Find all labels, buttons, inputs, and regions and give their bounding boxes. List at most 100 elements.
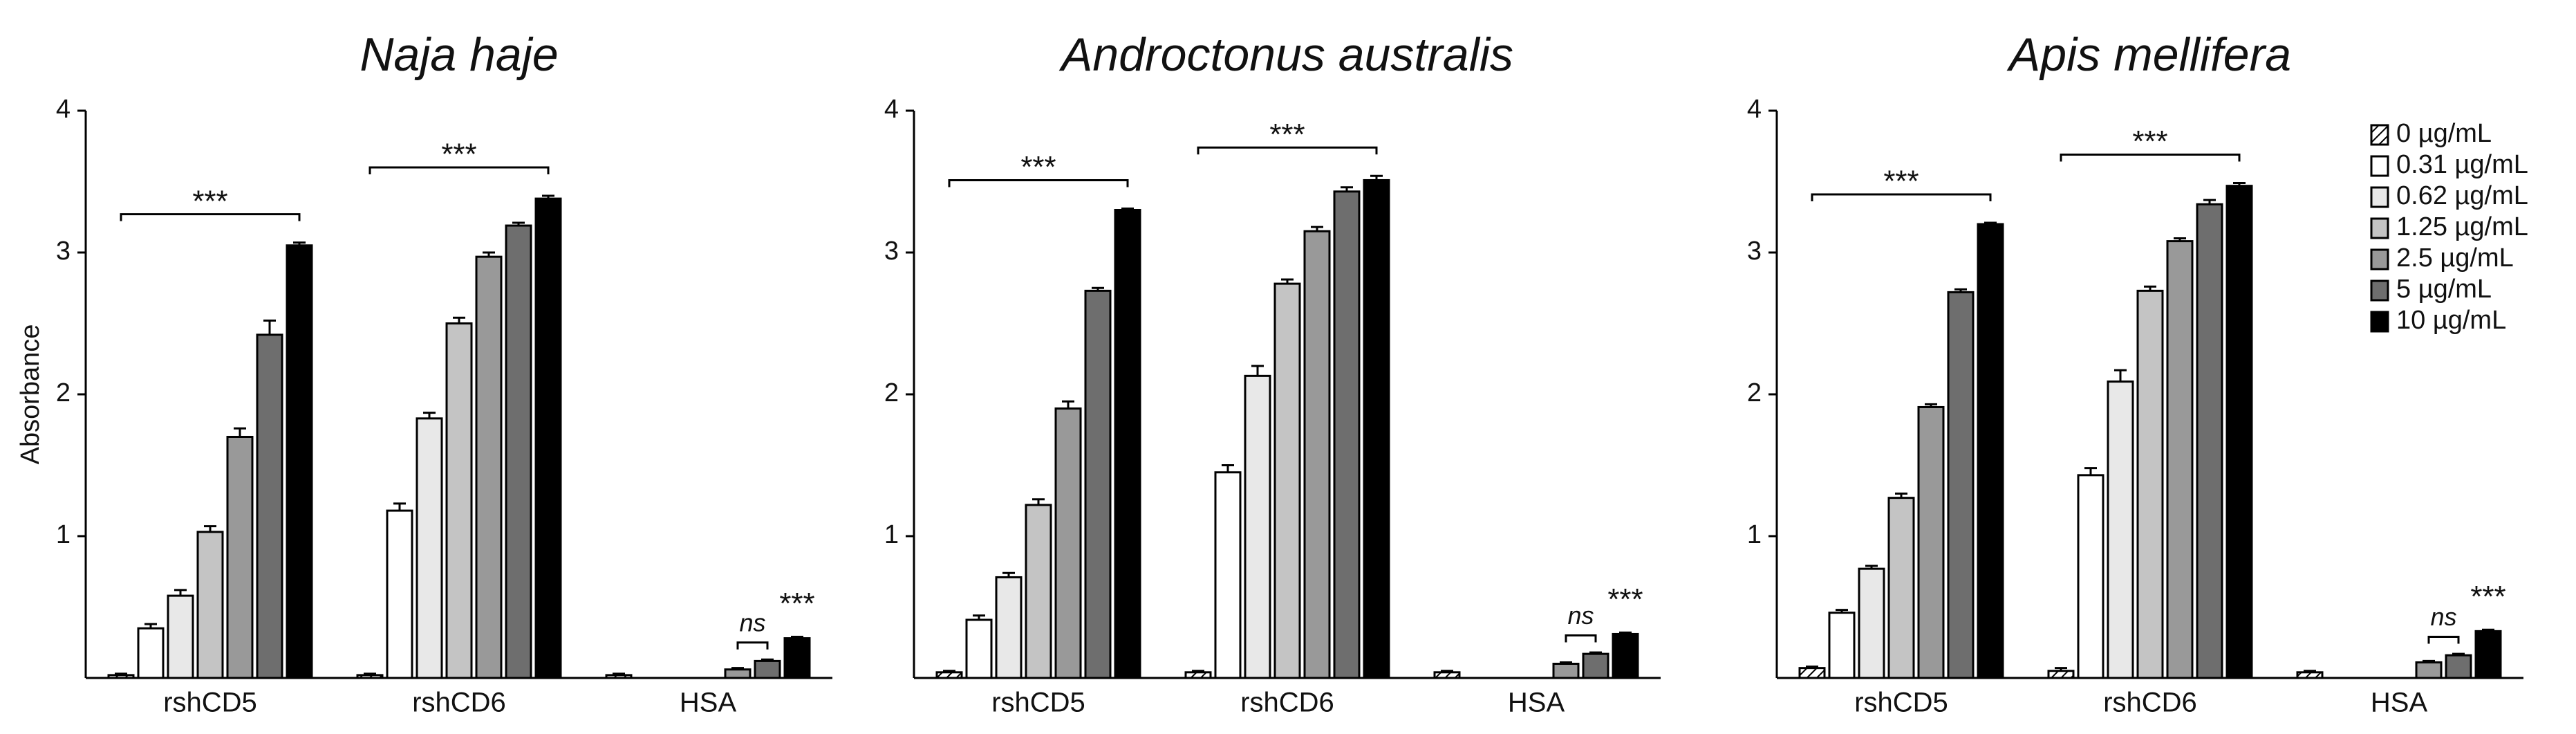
bar [505,224,532,679]
error-bar [1619,631,1632,634]
error-bar [263,319,276,335]
y-tick-label: 1 [56,520,71,549]
error-bar [1954,288,1967,293]
bar [1114,209,1141,679]
significance-label: *** [779,587,814,621]
significance-bracket [2427,636,2460,644]
error-bar [144,623,157,629]
significance-bracket [948,178,1129,187]
significance-label: ns [1567,601,1594,630]
error-bar [2084,467,2097,475]
bar [2474,630,2502,679]
bar [2296,671,2324,679]
error-bar [761,658,774,661]
legend-label: 0 µg/mL [2396,119,2492,148]
error-bar [512,221,525,226]
y-tick-label: 2 [884,378,899,407]
error-bar [2452,652,2465,656]
y-tick-label: 2 [56,378,71,407]
significance-label: *** [1269,118,1305,152]
significance-bracket [120,213,301,221]
bar [475,255,503,679]
legend-label: 0.62 µg/mL [2396,181,2528,210]
bar [1582,652,1609,679]
bar [1612,632,1639,679]
significance-bracket [1811,193,1992,201]
significance-label: *** [192,184,227,218]
x-tick-label: HSA [680,688,737,718]
bar [2166,240,2194,679]
bar [1244,374,1271,679]
legend-swatch [2370,155,2389,177]
bar [754,659,781,679]
bar [1977,223,2004,679]
error-bar [1092,286,1104,291]
legend-swatch [2370,248,2389,270]
error-bar [1002,571,1015,578]
legend-label: 2.5 µg/mL [2396,244,2514,273]
bar [286,244,313,679]
error-bar [423,412,436,419]
significance-bracket [368,166,550,174]
significance-label: *** [441,138,476,172]
bar [1084,289,1112,679]
error-bar [2423,659,2435,663]
error-bar [1984,221,1997,224]
x-tick-label: rshCD5 [1854,688,1948,718]
bar [1363,178,1390,679]
significance-bracket [736,641,769,650]
error-bar [2304,670,2316,672]
y-tick-label: 4 [884,95,899,124]
bar [137,627,165,679]
bar [724,668,752,679]
bar [1947,291,1975,679]
error-bar [1895,493,1907,498]
legend-label: 10 µg/mL [2396,306,2506,335]
x-tick-label: rshCD5 [991,688,1085,718]
x-tick-label: HSA [1508,688,1565,718]
bar [995,576,1023,679]
error-bar [2174,237,2186,241]
significance-label: *** [1020,150,1056,184]
bar [1917,405,1945,679]
significance-label: *** [2470,580,2505,614]
x-tick-label: HSA [2371,688,2428,718]
bar [416,417,443,679]
chart-title: Naja haje [360,28,558,81]
error-bar [1560,661,1572,664]
error-bar [1121,207,1134,210]
error-bar [1836,609,1848,613]
bar [2077,474,2104,679]
bar [2196,203,2223,679]
y-tick-label: 1 [884,520,899,549]
legend-label: 0.31 µg/mL [2396,150,2528,179]
chart-title: Androctonus australis [1058,28,1513,81]
error-bar [293,241,306,246]
bar [196,531,224,679]
error-bar [1925,403,1937,407]
error-bar [1370,174,1383,181]
significance-label: *** [1883,165,1919,199]
y-tick-label: 3 [1747,237,1762,266]
error-bar [1311,226,1323,232]
error-bar [2114,369,2127,382]
bar [256,333,283,679]
y-tick-label: 2 [1747,378,1762,407]
bar [2415,661,2443,679]
legend-swatch [2370,311,2389,333]
error-bar [613,672,625,675]
bar [1273,282,1301,679]
bar [1025,504,1052,679]
bar [1798,667,1826,679]
error-bar [2233,182,2246,186]
bar [356,674,384,679]
bar [167,594,194,679]
bar [935,671,963,679]
y-tick-label: 3 [884,237,899,266]
error-bar [2144,285,2156,291]
y-axis-label: Absorbance [16,324,45,465]
bar [1433,671,1461,679]
bar [534,197,562,679]
error-bar [115,672,127,675]
